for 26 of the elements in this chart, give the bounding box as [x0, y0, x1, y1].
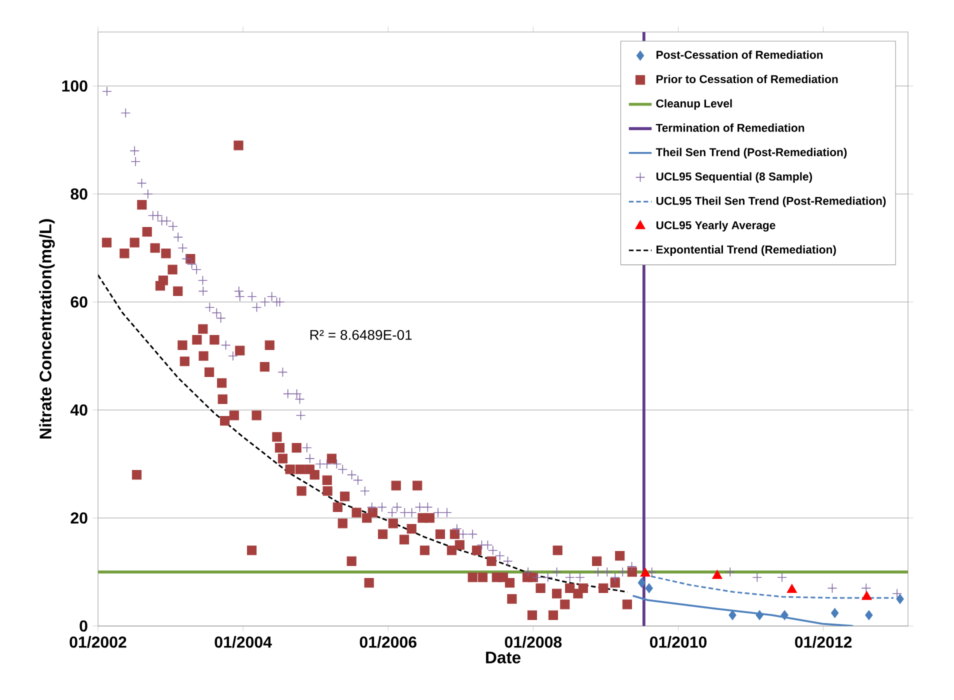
legend-label: Prior to Cessation of Remediation	[656, 74, 838, 84]
x-tick-label: 01/2006	[360, 636, 416, 648]
y-tick-label: 20	[70, 512, 88, 524]
legend-label: Post-Cessation of Remediation	[656, 50, 823, 59]
legend-label: UCL95 Yearly Average	[656, 220, 776, 232]
x-tick-label: 01/2008	[504, 636, 562, 648]
legend-label: Theil Sen Trend (Post-Remediation)	[656, 148, 847, 158]
x-tick-label: 01/2010	[650, 636, 707, 648]
legend-label: UCL95 Sequential (8 Sample)	[656, 172, 812, 183]
x-axis-title: Date	[486, 652, 520, 664]
line-series	[632, 594, 854, 626]
line-series	[98, 274, 628, 593]
legend-label: Cleanup Level	[656, 99, 732, 110]
y-tick-label: 40	[70, 404, 88, 416]
y-tick-label: 80	[70, 188, 88, 200]
x-tick-label: 01/2004	[214, 636, 272, 648]
annotation: R² = 8.6489E-01	[310, 330, 412, 340]
y-tick-label: 100	[62, 80, 88, 92]
x-tick-label: 01/2012	[795, 636, 852, 648]
x-tick-label: 01/2002	[70, 636, 126, 648]
legend-label: Expontential Trend (Remediation)	[656, 245, 836, 256]
y-axis-title: Nitrate Concentration(mg/L)	[39, 219, 55, 439]
y-tick-label: 60	[70, 296, 88, 308]
legend-label: UCL95 Theil Sen Trend (Post-Remediation)	[656, 196, 886, 208]
ref-line-label: Termination of Remediation	[656, 124, 804, 132]
y-tick-label: 0	[80, 620, 88, 632]
